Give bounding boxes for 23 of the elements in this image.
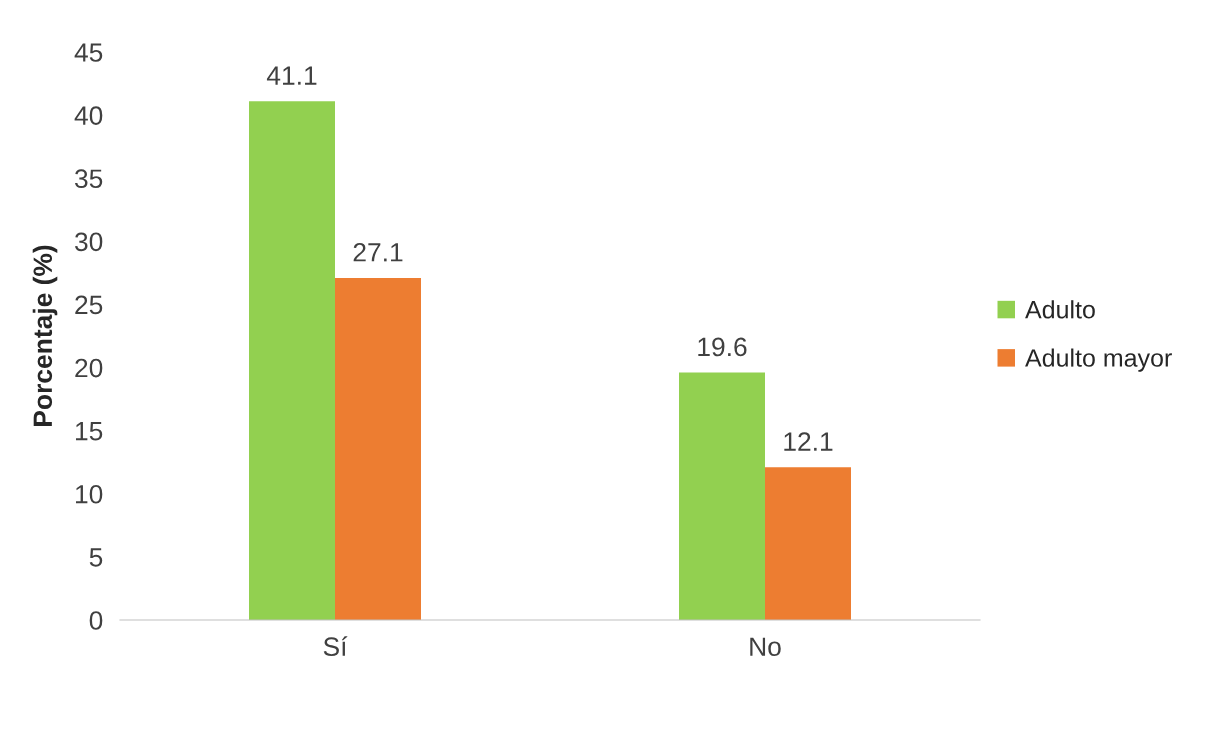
y-tick-label: 45 [74, 43, 103, 62]
x-tick-label: Sí [323, 636, 348, 657]
data-label: 27.1 [353, 242, 403, 262]
data-label: 19.6 [698, 337, 747, 357]
legend-label: Adulto mayor [1025, 348, 1172, 372]
y-tick-label: 20 [75, 358, 103, 378]
bar [679, 372, 765, 620]
data-label: 12.1 [784, 432, 833, 451]
y-tick-label: 30 [74, 232, 103, 252]
legend-label: Adulto [1025, 300, 1095, 319]
y-tick-label: 35 [74, 169, 103, 189]
y-tick-label: 40 [74, 106, 103, 125]
y-tick-label: 10 [76, 484, 103, 504]
y-tick-label: 5 [89, 548, 103, 567]
data-label: 41.1 [266, 66, 317, 85]
y-tick-label: 15 [76, 422, 103, 441]
bar [249, 101, 335, 620]
y-tick-label: 25 [75, 295, 103, 315]
y-tick-label: 0 [89, 611, 103, 630]
y-axis-title: Porcentaje (%) [32, 245, 58, 426]
bar [335, 277, 421, 620]
x-tick-label: No [750, 637, 781, 657]
bar [765, 467, 851, 620]
